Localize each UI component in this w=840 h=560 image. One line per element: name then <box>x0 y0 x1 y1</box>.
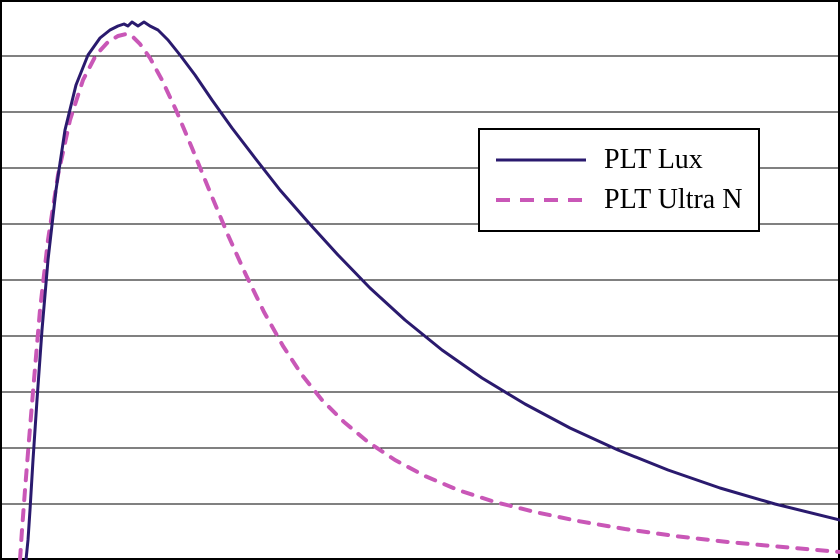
legend-swatch-ultran <box>496 185 586 215</box>
line-chart: PLT Lux PLT Ultra N <box>0 0 840 560</box>
legend-label-ultran: PLT Ultra N <box>604 184 742 216</box>
legend: PLT Lux PLT Ultra N <box>478 128 760 232</box>
legend-swatch-lux <box>496 145 586 175</box>
chart-canvas <box>0 0 840 560</box>
legend-item-lux: PLT Lux <box>496 140 742 180</box>
legend-label-lux: PLT Lux <box>604 144 703 176</box>
legend-item-ultran: PLT Ultra N <box>496 180 742 220</box>
